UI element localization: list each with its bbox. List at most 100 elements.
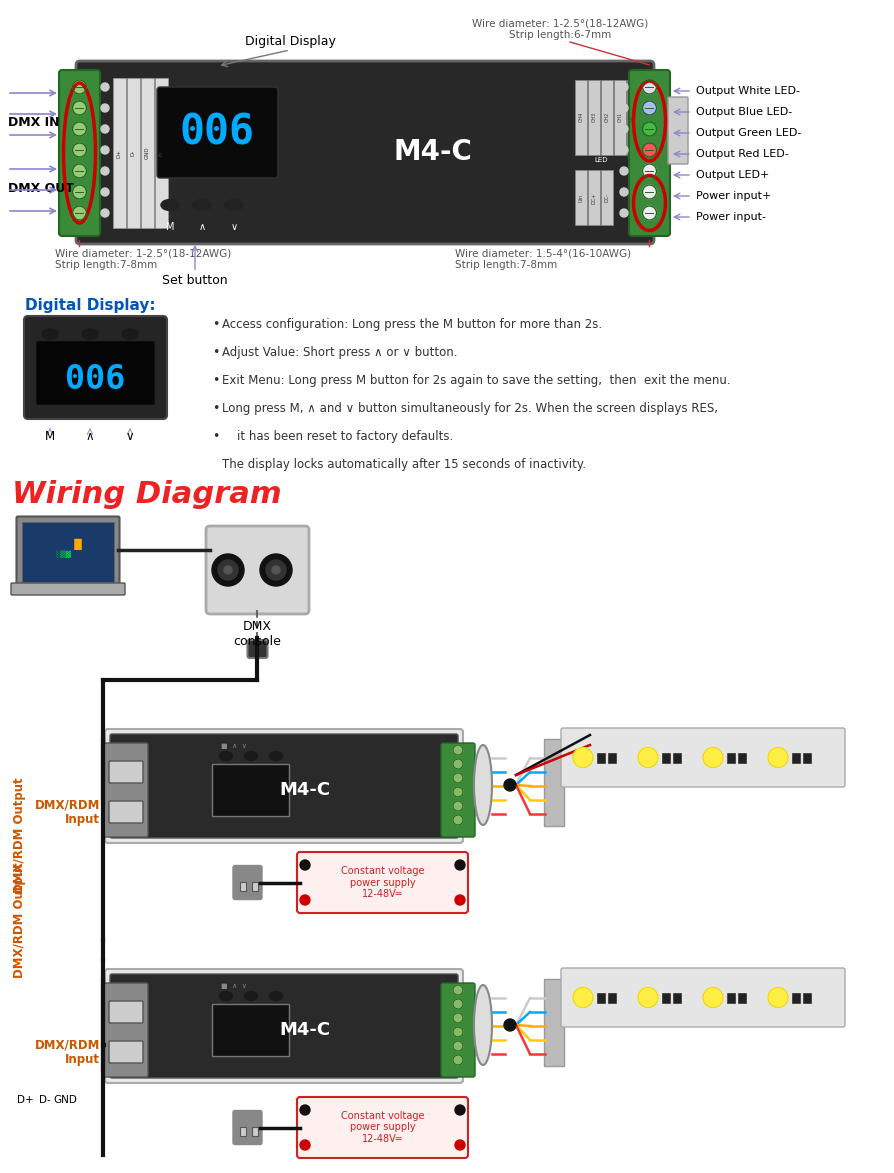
FancyBboxPatch shape (252, 881, 257, 890)
FancyBboxPatch shape (596, 753, 604, 762)
Circle shape (452, 745, 462, 755)
FancyBboxPatch shape (232, 866, 262, 900)
Circle shape (454, 895, 465, 906)
Circle shape (452, 773, 462, 784)
Circle shape (637, 988, 657, 1008)
Text: D+: D+ (117, 149, 122, 157)
FancyBboxPatch shape (252, 1126, 257, 1135)
Text: Wire diameter: 1-2.5°(18-12AWG)
Strip length:7-8mm: Wire diameter: 1-2.5°(18-12AWG) Strip le… (55, 248, 231, 270)
Text: DMX/RDM
Input: DMX/RDM Input (35, 798, 100, 826)
Text: D-: D- (131, 150, 136, 156)
FancyBboxPatch shape (141, 77, 154, 228)
Circle shape (101, 83, 109, 91)
Circle shape (637, 747, 657, 767)
FancyBboxPatch shape (628, 70, 670, 236)
Circle shape (702, 988, 722, 1008)
Text: 006: 006 (180, 111, 255, 154)
FancyBboxPatch shape (607, 992, 615, 1003)
FancyBboxPatch shape (22, 522, 114, 582)
Text: •: • (212, 430, 219, 443)
Circle shape (218, 560, 238, 579)
FancyBboxPatch shape (587, 170, 599, 225)
Text: Output LED+: Output LED+ (696, 170, 769, 179)
Circle shape (101, 145, 109, 154)
Ellipse shape (269, 991, 283, 1001)
Circle shape (642, 122, 656, 136)
Text: Output Blue LED-: Output Blue LED- (696, 107, 791, 117)
FancyBboxPatch shape (11, 583, 125, 595)
Circle shape (642, 185, 656, 199)
FancyBboxPatch shape (738, 753, 746, 762)
Text: IN: IN (159, 150, 164, 156)
Text: Power input+: Power input+ (696, 191, 771, 201)
Text: Digital Display: Digital Display (244, 35, 335, 48)
Circle shape (620, 209, 628, 217)
Circle shape (101, 126, 109, 133)
Text: Output White LED-: Output White LED- (696, 86, 799, 96)
Text: M: M (45, 430, 55, 443)
Text: ∨: ∨ (125, 430, 134, 443)
FancyBboxPatch shape (212, 1004, 289, 1056)
FancyBboxPatch shape (726, 753, 734, 762)
Ellipse shape (269, 752, 283, 760)
FancyBboxPatch shape (240, 1126, 246, 1135)
Circle shape (620, 167, 628, 175)
FancyBboxPatch shape (109, 1040, 143, 1063)
Ellipse shape (193, 199, 211, 210)
Text: Set button: Set button (162, 274, 228, 287)
Ellipse shape (474, 745, 492, 825)
Text: Constant voltage
power supply
12-48V═: Constant voltage power supply 12-48V═ (341, 866, 424, 899)
Text: DC-: DC- (603, 194, 609, 203)
Ellipse shape (474, 985, 492, 1065)
Circle shape (72, 206, 87, 221)
FancyBboxPatch shape (76, 61, 654, 244)
Ellipse shape (42, 328, 58, 339)
Text: Digital Display:: Digital Display: (25, 298, 156, 313)
Text: Wire diameter: 1-2.5°(18-12AWG)
Strip length:6-7mm: Wire diameter: 1-2.5°(18-12AWG) Strip le… (471, 18, 647, 40)
Text: M4-C: M4-C (393, 138, 472, 167)
Text: Adjust Value: Short press ∧ or ∨ button.: Adjust Value: Short press ∧ or ∨ button. (222, 346, 457, 359)
FancyBboxPatch shape (601, 80, 612, 155)
Circle shape (72, 122, 87, 136)
Circle shape (101, 104, 109, 111)
Circle shape (767, 747, 787, 767)
Ellipse shape (244, 752, 257, 760)
FancyBboxPatch shape (587, 80, 599, 155)
Circle shape (454, 860, 465, 870)
Ellipse shape (82, 328, 97, 339)
Text: Output Green LED-: Output Green LED- (696, 128, 800, 138)
Circle shape (72, 143, 87, 157)
Text: DMX/RDM
Input: DMX/RDM Input (35, 1038, 100, 1066)
Circle shape (452, 787, 462, 796)
Circle shape (101, 209, 109, 217)
Text: Output Red LED-: Output Red LED- (696, 149, 788, 160)
FancyBboxPatch shape (802, 753, 810, 762)
Circle shape (452, 985, 462, 995)
Text: Long press M, ∧ and ∨ button simultaneously for 2s. When the screen displays RES: Long press M, ∧ and ∨ button simultaneou… (222, 402, 717, 415)
Circle shape (260, 554, 291, 586)
Circle shape (101, 188, 109, 196)
FancyBboxPatch shape (104, 983, 148, 1077)
FancyBboxPatch shape (672, 753, 680, 762)
Text: Wiring Diagram: Wiring Diagram (12, 480, 282, 509)
Ellipse shape (224, 199, 243, 210)
Circle shape (299, 895, 309, 906)
FancyBboxPatch shape (24, 316, 167, 419)
FancyBboxPatch shape (544, 979, 563, 1066)
Circle shape (454, 1105, 465, 1116)
Circle shape (620, 126, 628, 133)
Text: ∧: ∧ (198, 222, 206, 232)
FancyBboxPatch shape (561, 968, 844, 1028)
Circle shape (452, 1055, 462, 1065)
FancyBboxPatch shape (232, 1111, 262, 1145)
Circle shape (72, 80, 87, 94)
FancyBboxPatch shape (791, 992, 799, 1003)
Text: Wire diameter: 1.5-4°(16-10AWG)
Strip length:7-8mm: Wire diameter: 1.5-4°(16-10AWG) Strip le… (454, 248, 630, 270)
Text: CH1: CH1 (617, 111, 622, 122)
FancyBboxPatch shape (127, 77, 139, 228)
FancyBboxPatch shape (791, 753, 799, 762)
Text: LED: LED (594, 157, 607, 163)
FancyBboxPatch shape (574, 80, 586, 155)
Circle shape (299, 860, 309, 870)
FancyBboxPatch shape (104, 743, 148, 838)
